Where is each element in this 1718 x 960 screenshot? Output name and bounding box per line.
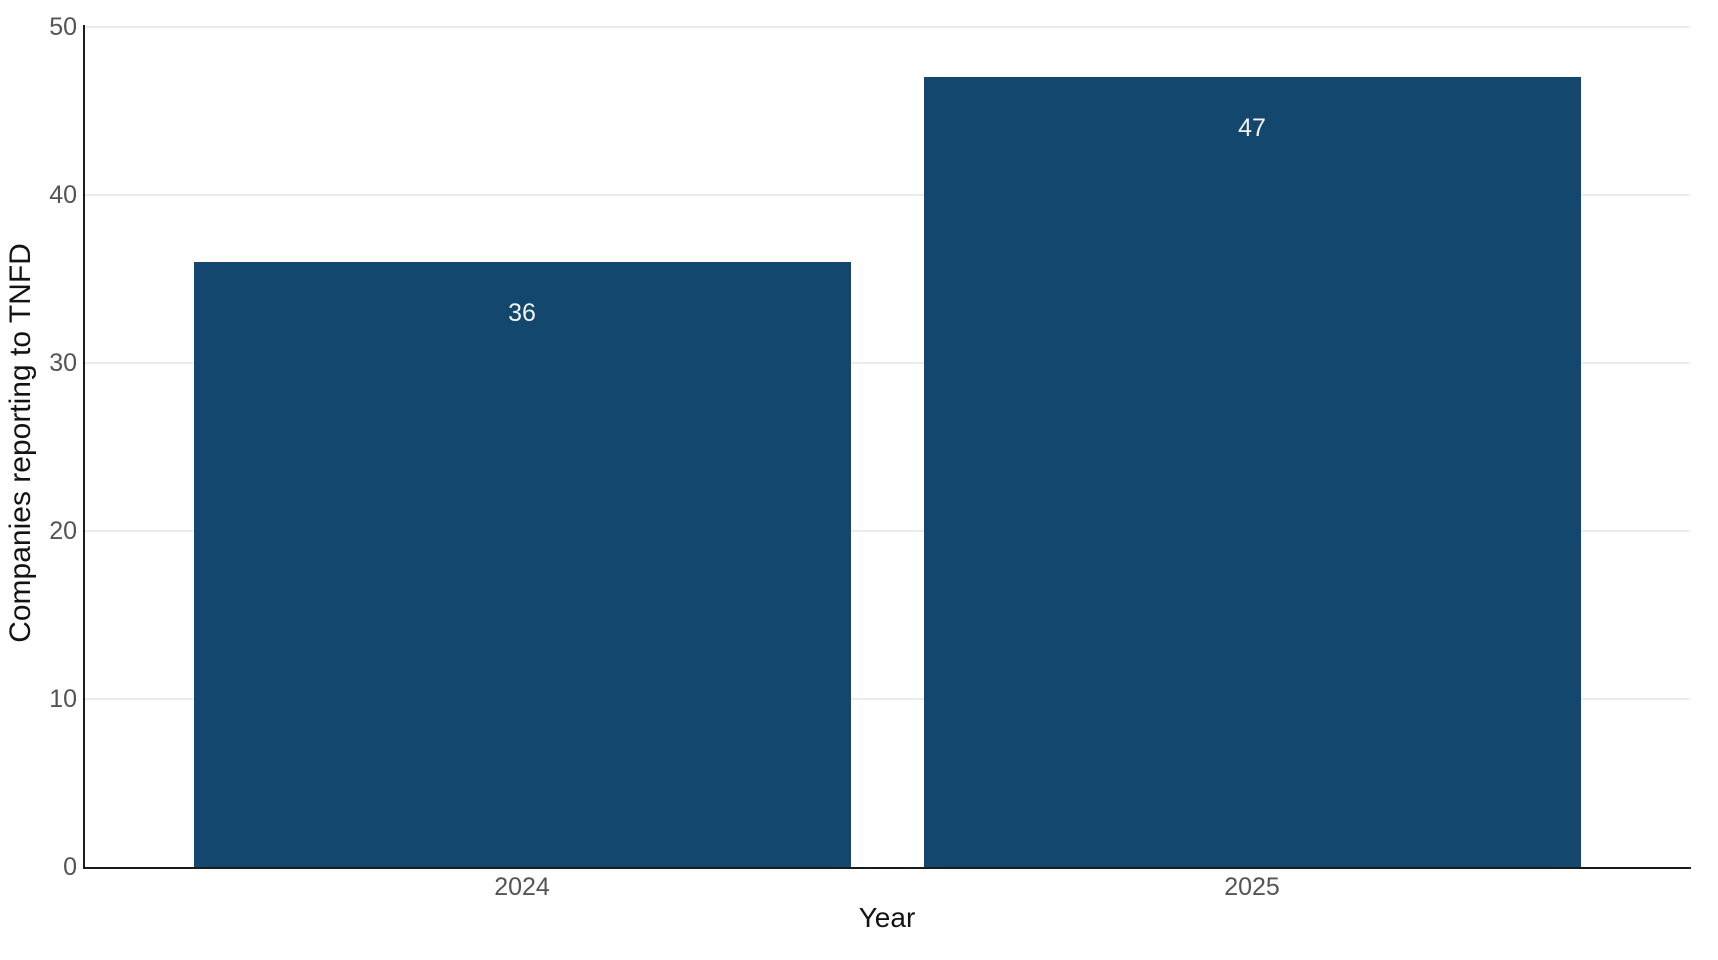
y-axis-title: Companies reporting to TNFD [4, 243, 37, 643]
x-tick-label-2024: 2024 [494, 873, 550, 901]
y-tick-label-50: 50 [49, 13, 77, 41]
gridline-10 [84, 698, 1690, 700]
bar-value-label-2024: 36 [508, 299, 536, 328]
bar-value-label-2025: 47 [1238, 114, 1266, 143]
gridline-50 [84, 26, 1690, 28]
x-axis-line [83, 867, 1691, 869]
y-tick-label-10: 10 [49, 685, 77, 713]
y-axis-line [83, 25, 85, 869]
gridline-40 [84, 194, 1690, 196]
y-tick-label-20: 20 [49, 517, 77, 545]
y-tick-label-40: 40 [49, 181, 77, 209]
x-axis-title: Year [858, 902, 916, 933]
gridline-30 [84, 362, 1690, 364]
y-tick-label-30: 30 [49, 349, 77, 377]
x-tick-label-2025: 2025 [1224, 873, 1280, 901]
bar-2024: 36 [193, 262, 851, 867]
bar-2025: 47 [923, 77, 1581, 867]
gridline-20 [84, 530, 1690, 532]
y-tick-label-0: 0 [63, 853, 77, 881]
plot-area: 36 47 [84, 26, 1690, 867]
